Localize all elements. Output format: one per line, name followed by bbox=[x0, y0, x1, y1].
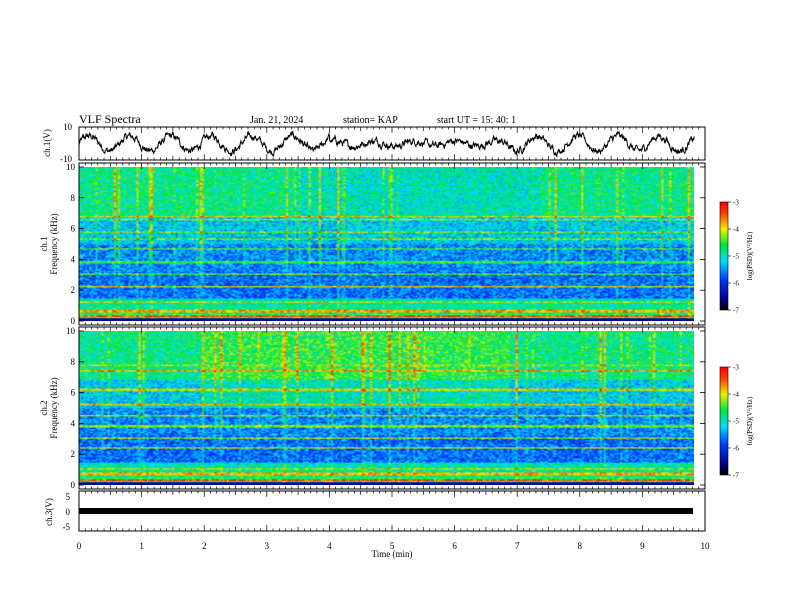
xtick-label: 3 bbox=[265, 541, 270, 551]
colorbar-2: -3 -4 -5 -6 -7 log(PSD)(V²/Hz) bbox=[719, 364, 754, 480]
ytick-label: 8 bbox=[71, 357, 76, 367]
xtick-label: 4 bbox=[327, 541, 332, 551]
xtick-label: 10 bbox=[701, 541, 711, 551]
xtick-label: 1 bbox=[139, 541, 144, 551]
colorbar-tick-label: -7 bbox=[733, 472, 739, 480]
ch2-spec-ylabel-line1: ch.2 bbox=[39, 400, 49, 415]
ch3-ytick-0: 0 bbox=[66, 507, 71, 517]
start-time-label: start UT = 15: 40: 1 bbox=[437, 115, 516, 126]
ch1-spec-ylabel-line2: Frequency (kHz) bbox=[49, 213, 59, 274]
ytick-label: 6 bbox=[71, 224, 76, 234]
colorbar-1: -3 -4 -5 -6 -7 log(PSD)(V²/Hz) bbox=[719, 199, 754, 315]
date-label: Jan. 21, 2024 bbox=[250, 115, 303, 126]
ch2-spectrogram-panel: 0 2 4 6 8 10 ch.2 Frequency (kHz) bbox=[39, 326, 706, 490]
ytick-label: 4 bbox=[71, 418, 76, 428]
colorbar-2-gradient bbox=[720, 367, 728, 475]
ytick-label: 0 bbox=[71, 480, 76, 490]
xtick-label: 2 bbox=[202, 541, 207, 551]
colorbar-tick-label: -4 bbox=[733, 226, 739, 234]
xtick-label: 0 bbox=[77, 541, 82, 551]
ch3-ytick-5: 5 bbox=[66, 492, 71, 502]
ch1-spec-ylabel-line1: ch.1 bbox=[39, 236, 49, 251]
ytick-label: 6 bbox=[71, 388, 76, 398]
ch1-spectrogram-panel: 0 2 4 6 8 10 ch.1 Frequency (kHz) bbox=[39, 162, 706, 326]
colorbar-tick-label: -5 bbox=[733, 253, 739, 261]
station-label: station= KAP bbox=[343, 115, 398, 126]
ch1-ytick-bottom: -10 bbox=[60, 154, 72, 164]
ch1-ytick-top: 10 bbox=[63, 122, 73, 132]
ytick-label: 10 bbox=[66, 326, 76, 336]
colorbar-tick-label: -3 bbox=[733, 199, 739, 207]
ch3-signal-line bbox=[79, 508, 693, 514]
xtick-label: 9 bbox=[640, 541, 645, 551]
ch2-spectrogram-image bbox=[79, 331, 694, 485]
ch1-waveform-line bbox=[78, 130, 695, 158]
colorbar-tick-label: -7 bbox=[733, 307, 739, 315]
colorbar-1-gradient bbox=[720, 202, 728, 310]
ch3-ylabel: ch.3(V) bbox=[44, 498, 54, 526]
ytick-label: 2 bbox=[71, 285, 76, 295]
figure-title: VLF Spectra bbox=[79, 112, 141, 126]
ch3-ytick-neg5: -5 bbox=[63, 522, 71, 532]
x-axis-label: Time (min) bbox=[372, 549, 413, 559]
ch2-spec-ylabel-line2: Frequency (kHz) bbox=[49, 377, 59, 438]
colorbar-tick-label: -6 bbox=[733, 445, 739, 453]
ytick-label: 4 bbox=[71, 254, 76, 264]
colorbar-tick-label: -3 bbox=[733, 364, 739, 372]
ch1-ylabel: ch.1(V) bbox=[42, 129, 52, 157]
colorbar-tick-label: -4 bbox=[733, 391, 739, 399]
xtick-label: 6 bbox=[452, 541, 457, 551]
ytick-label: 8 bbox=[71, 193, 76, 203]
xtick-label: 7 bbox=[515, 541, 520, 551]
ytick-label: 0 bbox=[71, 316, 76, 326]
colorbar-tick-label: -6 bbox=[733, 280, 739, 288]
ytick-label: 2 bbox=[71, 449, 76, 459]
xtick-label: 5 bbox=[390, 541, 395, 551]
colorbar-2-label: log(PSD)(V²/Hz) bbox=[746, 396, 754, 445]
ytick-label: 10 bbox=[66, 162, 76, 172]
ch3-panel: 5 0 -5 ch.3(V) 0 1 2 3 4 5 6 7 8 9 10 Time (min) bbox=[44, 490, 711, 559]
xtick-label: 8 bbox=[578, 541, 583, 551]
ch1-spectrogram-image bbox=[79, 167, 694, 321]
colorbar-tick-label: -5 bbox=[733, 418, 739, 426]
colorbar-1-label: log(PSD)(V²/Hz) bbox=[746, 231, 754, 280]
